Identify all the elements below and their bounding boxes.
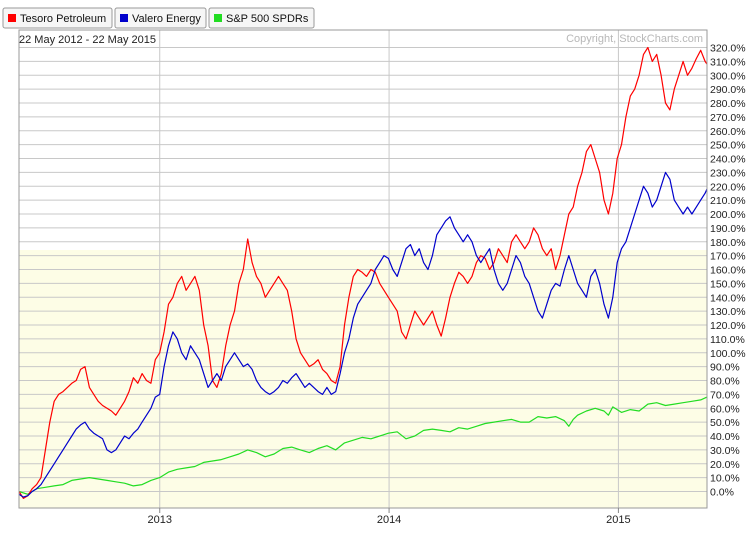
y-tick-label: 20.0% [710, 459, 740, 471]
y-tick-label: 140.0% [710, 292, 746, 304]
y-tick-label: 70.0% [710, 389, 740, 401]
legend-item-box [208, 7, 315, 29]
x-tick-label: 2015 [606, 514, 630, 526]
series-line-2 [18, 171, 708, 498]
legend-item-1[interactable]: Tesoro Petroleum [2, 7, 113, 29]
y-tick-label: 310.0% [710, 56, 746, 68]
y-tick-label: 250.0% [710, 140, 746, 152]
y-tick-label: 130.0% [710, 306, 746, 318]
y-tick-label: 270.0% [710, 112, 746, 124]
legend-item-3[interactable]: S&P 500 SPDRs [208, 7, 315, 29]
y-tick-label: 160.0% [710, 265, 746, 277]
plot-area-lower [19, 250, 707, 508]
legend-label: S&P 500 SPDRs [226, 13, 309, 25]
y-tick-label: 290.0% [710, 84, 746, 96]
y-tick-label: 40.0% [710, 431, 740, 443]
x-axis: 2013 2014 2015 [147, 508, 631, 526]
y-tick-label: 180.0% [710, 237, 746, 249]
legend-item-box [2, 7, 113, 29]
y-axis: 0.0% 10.0% 20.0% 30.0% 40.0% 50.0% 60.0% 70.0%8… [710, 43, 746, 499]
legend-swatch [120, 14, 128, 22]
x-tick-label: 2013 [147, 514, 171, 526]
y-tick-label: 170.0% [710, 251, 746, 263]
legend-item-box [114, 7, 207, 29]
y-tick-label: 30.0% [710, 445, 740, 457]
plot-area-upper [19, 30, 707, 250]
copyright-label: Copyright, StockCharts.com [566, 33, 703, 45]
y-tick-label: 200.0% [710, 209, 746, 221]
y-tick-label: 100.0% [710, 348, 746, 360]
legend: Tesoro Petroleum Valero Energy S&P 500 SPD… [2, 7, 315, 29]
legend-label: Valero Energy [132, 13, 201, 25]
series-line-1 [18, 46, 708, 499]
y-tick-label: 280.0% [710, 98, 746, 110]
y-tick-label: 230.0% [710, 167, 746, 179]
y-tick-label: 120.0% [710, 320, 746, 332]
legend-swatch [8, 14, 16, 22]
date-range-label: 22 May 2012 - 22 May 2015 [19, 34, 156, 46]
legend-label: Tesoro Petroleum [20, 13, 106, 25]
y-tick-label: 110.0% [710, 334, 745, 346]
y-tick-label: 260.0% [710, 126, 746, 138]
y-tick-label: 190.0% [710, 223, 746, 235]
x-tick-label: 2014 [377, 514, 401, 526]
series-lines [18, 46, 708, 499]
y-tick-label: 80.0% [710, 376, 740, 388]
y-tick-label: 300.0% [710, 70, 746, 82]
y-tick-label: 210.0% [710, 195, 746, 207]
y-tick-label: 0.0% [710, 487, 734, 499]
y-tick-label: 50.0% [710, 417, 740, 429]
legend-swatch [214, 14, 222, 22]
y-tick-label: 90.0% [710, 362, 740, 374]
y-tick-label: 10.0% [710, 473, 740, 485]
series-line-3 [18, 396, 708, 495]
grid [19, 30, 707, 508]
y-tick-label: 320.0% [710, 43, 746, 55]
plot-frame [18, 29, 708, 509]
y-tick-label: 220.0% [710, 181, 746, 193]
y-tick-label: 150.0% [710, 278, 746, 290]
y-tick-label: 60.0% [710, 403, 740, 415]
y-tick-label: 240.0% [710, 154, 746, 166]
legend-item-2[interactable]: Valero Energy [114, 7, 207, 29]
